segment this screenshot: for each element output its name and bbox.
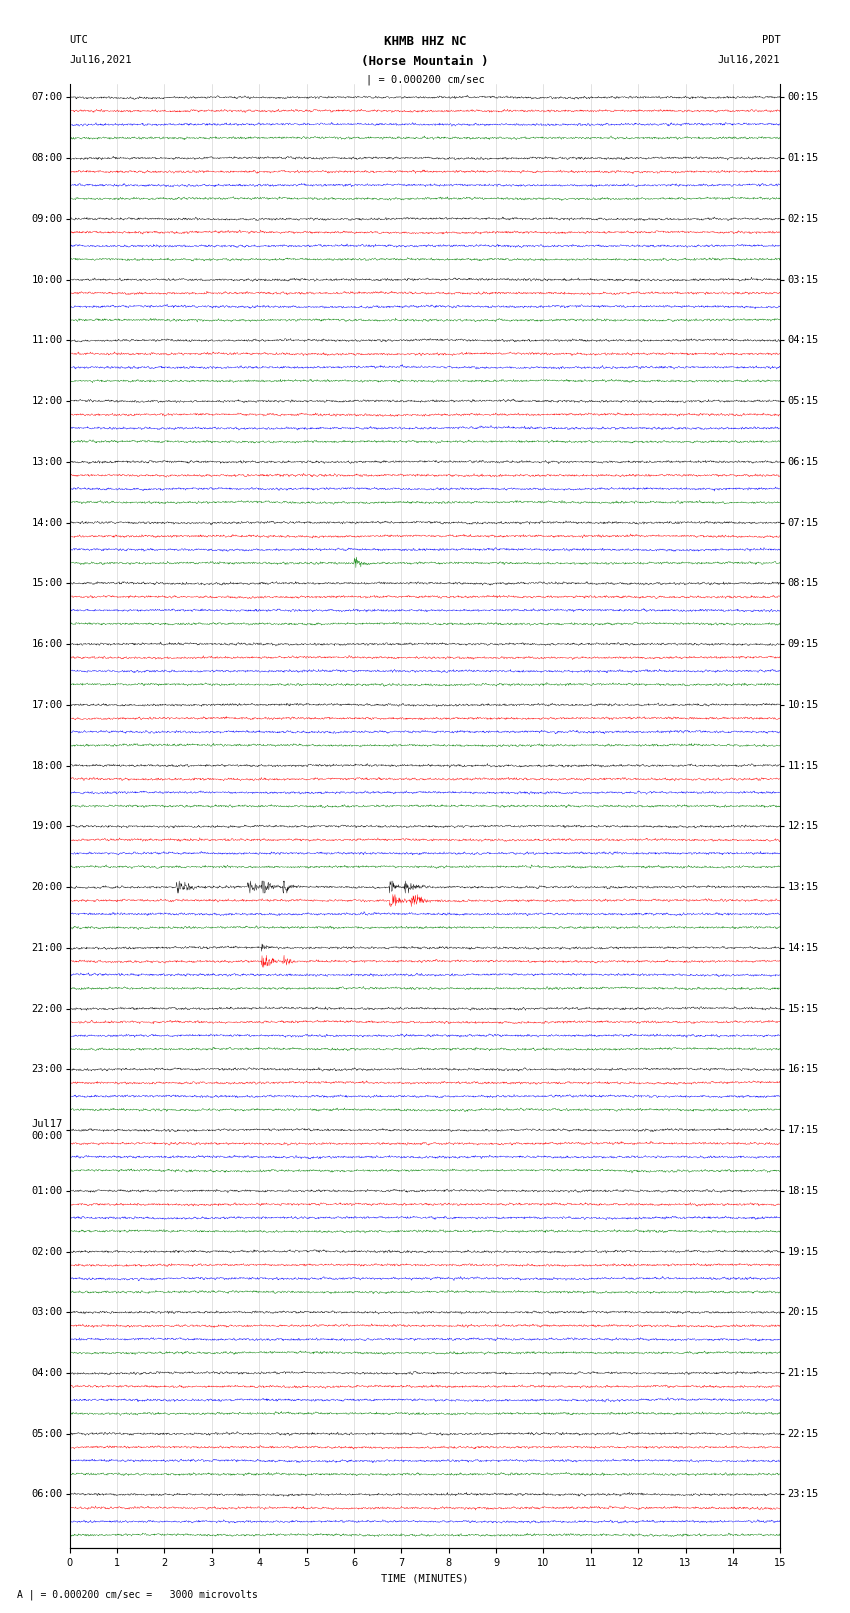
Text: KHMB HHZ NC: KHMB HHZ NC [383, 35, 467, 48]
Text: A | = 0.000200 cm/sec =   3000 microvolts: A | = 0.000200 cm/sec = 3000 microvolts [17, 1589, 258, 1600]
Text: Jul16,2021: Jul16,2021 [70, 55, 133, 65]
Text: UTC: UTC [70, 35, 88, 45]
Text: | = 0.000200 cm/sec: | = 0.000200 cm/sec [366, 74, 484, 85]
Text: PDT: PDT [762, 35, 780, 45]
Text: (Horse Mountain ): (Horse Mountain ) [361, 55, 489, 68]
Text: Jul16,2021: Jul16,2021 [717, 55, 780, 65]
X-axis label: TIME (MINUTES): TIME (MINUTES) [382, 1574, 468, 1584]
